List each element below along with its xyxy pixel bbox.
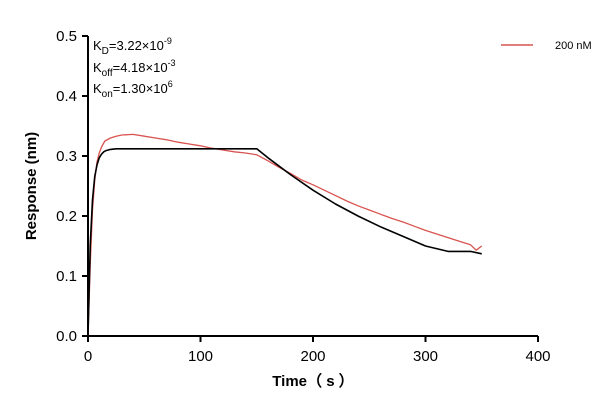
y-tick-label: 0.1 <box>56 268 77 285</box>
y-tick-label: 0.2 <box>56 208 77 225</box>
y-tick-label: 0.3 <box>56 148 77 165</box>
kd-text: KD=3.22×10-9 <box>93 36 172 57</box>
y-tick-label: 0.4 <box>56 88 77 105</box>
y-axis-title: Response (nm) <box>23 132 40 240</box>
series-line-200nm <box>87 133 483 337</box>
x-tick-label: 200 <box>300 348 325 365</box>
kon-text: Kon=1.30×106 <box>93 79 173 100</box>
legend-label-200nm: 200 nM <box>555 40 592 52</box>
x-ticks: 0 100 200 300 400 <box>84 336 551 365</box>
legend: 200 nM <box>501 40 592 52</box>
y-tick-label: 0.0 <box>56 328 77 345</box>
fit-curve-line <box>87 148 482 337</box>
koff-text: Koff=4.18×10-3 <box>93 58 176 79</box>
kinetics-text: KD=3.22×10-9 Koff=4.18×10-3 Kon=1.30×106 <box>93 36 176 100</box>
series-group <box>87 133 483 337</box>
y-tick-label: 0.5 <box>56 28 77 45</box>
x-tick-label: 300 <box>413 348 438 365</box>
y-ticks: 0.0 0.1 0.2 0.3 0.4 0.5 <box>56 28 88 345</box>
x-tick-label: 0 <box>84 348 92 365</box>
x-tick-label: 100 <box>188 348 213 365</box>
x-tick-label: 400 <box>525 348 550 365</box>
x-axis-title: Time（ s ） <box>272 372 353 390</box>
